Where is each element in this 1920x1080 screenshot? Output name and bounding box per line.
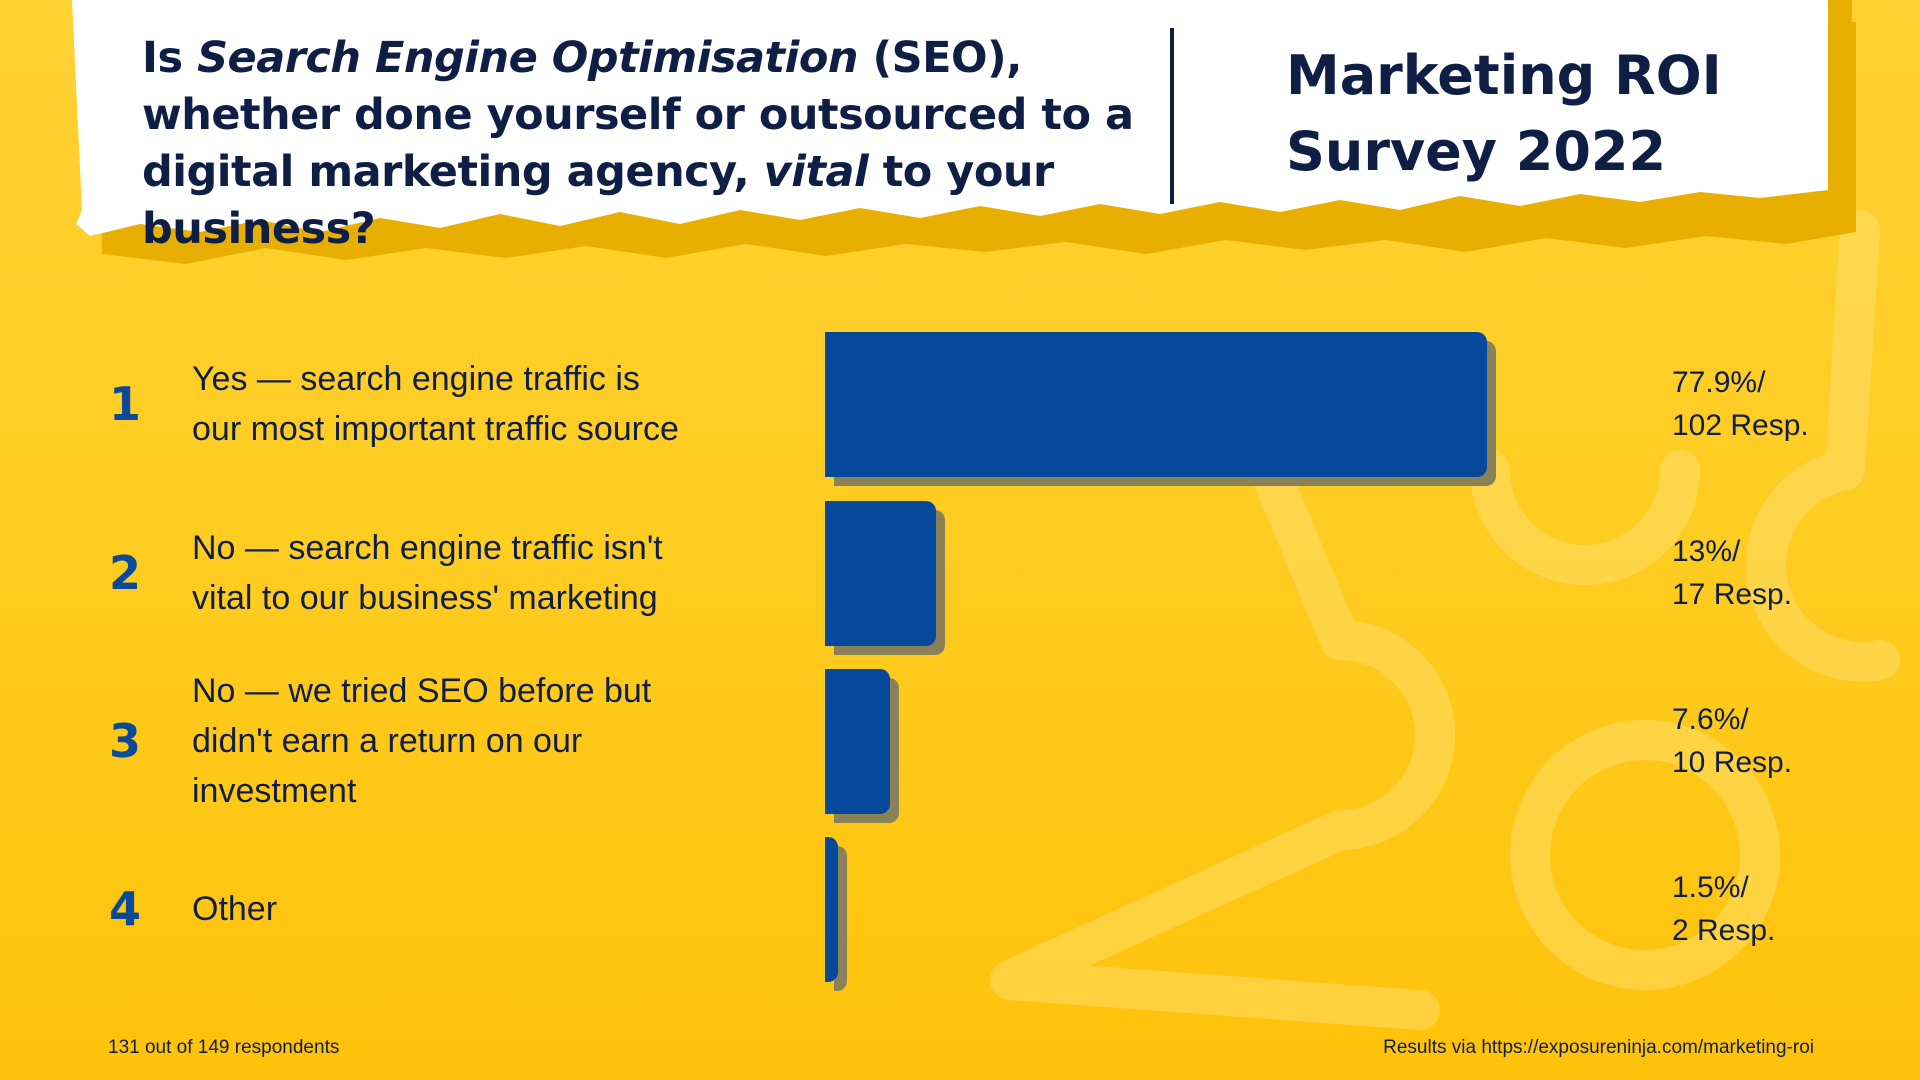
answer-label: No — search engine traffic isn't vital to…: [192, 523, 792, 623]
answer-label: Yes — search engine traffic is our most i…: [192, 354, 792, 454]
row-number: 4: [108, 882, 141, 936]
row-number: 1: [108, 377, 141, 431]
row-number: 2: [108, 546, 141, 600]
result-row: 2 No — search engine traffic isn't vital …: [0, 498, 1920, 655]
question-emphasis-vital: vital: [763, 147, 869, 197]
survey-question: Is Search Engine Optimisation (SEO), whe…: [142, 30, 1142, 258]
answer-label: Other: [192, 884, 792, 934]
question-part2: (SEO), whether done yourself or outsourc…: [142, 33, 1134, 197]
row-number: 3: [108, 714, 141, 768]
answer-label-line: Yes — search engine traffic is: [192, 360, 640, 398]
answer-label-line: vital to our business' marketing: [192, 579, 658, 617]
header-divider: [1170, 28, 1174, 204]
answer-label: No — we tried SEO before but didn't earn …: [192, 666, 792, 816]
header-paper: [72, 0, 1856, 264]
result-row: 3 No — we tried SEO before but didn't ear…: [0, 666, 1920, 823]
value-responses: 102 Resp.: [1672, 409, 1809, 442]
answer-label-line: No — we tried SEO before but: [192, 672, 652, 710]
value-responses: 2 Resp.: [1672, 914, 1776, 947]
result-row: 4 Other 1.5%/ 2 Resp.: [0, 834, 1920, 991]
value-label: 13%/ 17 Resp.: [1672, 530, 1892, 616]
value-percent: 77.9%/: [1672, 366, 1766, 399]
answer-label-line: No — search engine traffic isn't: [192, 529, 663, 567]
answer-label-line: investment: [192, 772, 357, 810]
question-part3: to your business?: [142, 147, 1054, 254]
question-emphasis-seo: Search Engine Optimisation: [197, 33, 858, 83]
survey-title-line2: Survey 2022: [1286, 120, 1667, 183]
source-link: Results via https://exposureninja.com/ma…: [1383, 1037, 1814, 1058]
value-percent: 7.6%/: [1672, 703, 1749, 736]
result-row: 1 Yes — search engine traffic is our most…: [0, 329, 1920, 486]
value-responses: 17 Resp.: [1672, 578, 1793, 611]
respondent-count: 131 out of 149 respondents: [108, 1037, 340, 1058]
value-label: 1.5%/ 2 Resp.: [1672, 866, 1892, 952]
bar-no-tried-seo: [825, 668, 890, 814]
value-percent: 13%/: [1672, 535, 1741, 568]
value-responses: 10 Resp.: [1672, 746, 1793, 779]
answer-label-line: Other: [192, 890, 278, 928]
value-percent: 1.5%/: [1672, 871, 1749, 904]
question-part1: Is: [142, 33, 198, 83]
value-label: 7.6%/ 10 Resp.: [1672, 698, 1892, 784]
bar-yes-most-important: [825, 331, 1488, 477]
answer-label-line: didn't earn a return on our: [192, 722, 583, 760]
survey-title-line1: Marketing ROI: [1286, 44, 1722, 107]
bar-no-not-vital: [825, 500, 936, 646]
answer-label-line: our most important traffic source: [192, 410, 679, 448]
bar-other: [825, 836, 838, 982]
survey-title: Marketing ROI Survey 2022: [1286, 38, 1806, 190]
value-label: 77.9%/ 102 Resp.: [1672, 361, 1892, 447]
